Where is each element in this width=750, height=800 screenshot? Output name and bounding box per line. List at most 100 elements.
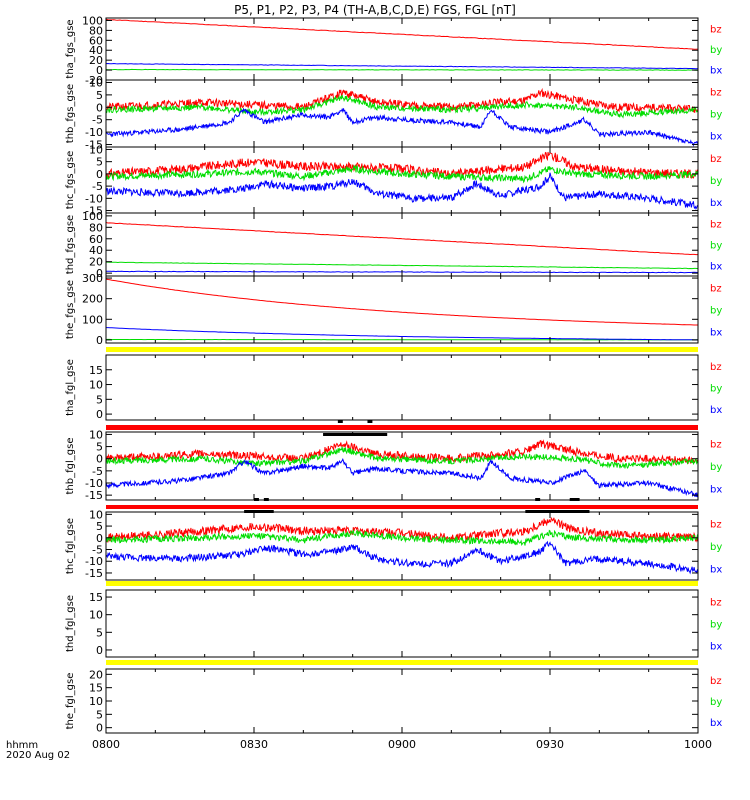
the_fgl_gse-legend-bz: bz [710,676,722,687]
tha_fgs_gse-ytick-label: 60 [89,34,103,47]
thb_fgl_gse-series-bx [106,458,698,498]
thb_fgs_gse-ytick-label: 0 [96,101,103,114]
thd_fgs_gse-ytick-label: 0 [96,267,103,280]
tha_fgs_gse-ytick-label: 80 [89,24,103,37]
thc_fgl_gse-frame [105,511,699,581]
xtick-label: 0800 [92,738,120,751]
panel-thd_fgl_gse: 15 10 5 0 thd_fgl_gse bz by bx [65,589,722,665]
tha_fgs_gse-ytick-label: 40 [89,44,103,57]
thc_fgl_gse-ylabel: thc_fgl_gse [65,518,76,574]
thb_fgl_gse-ytick-label: -5 [92,465,103,478]
thc_fgl_gse-ytick-label: 5 [96,520,103,533]
the_fgs_gse-ytick-label: 200 [82,293,103,306]
thb_fgs_gse-ytick-label: -5 [92,114,103,127]
thb_fgl_gse-mode-mark [254,498,259,501]
thd_fgl_gse-ytick-label: 5 [96,626,103,639]
time-label: hhmm [6,740,38,751]
thb_fgl_gse-mode-mark [535,498,541,501]
tha_fgs_gse-ytick-label: 0 [96,64,103,77]
the_fgl_gse-ylabel: the_fgl_gse [65,673,76,730]
thb_fgl_gse-ylabel: thb_fgl_gse [65,438,76,495]
thb_fgl_gse-mode-mark [263,498,269,501]
thb_fgl_gse-legend-bx: bx [710,484,722,495]
thd_fgl_gse-legend-by: by [710,620,722,631]
thc_fgs_gse-ytick-label: 10 [89,143,103,156]
tha_fgl_gse-mode-mark [323,433,388,436]
thd_fgl_gse-ytick-label: 0 [96,644,103,657]
thd_fgs_gse-ytick-label: 80 [89,221,103,234]
thd_fgs_gse-legend-bx: bx [710,261,722,272]
thc_fgl_gse-ytick-label: -15 [85,567,103,580]
the_fgl_gse-ytick-label: 10 [89,695,103,708]
the_fgs_gse-frame [105,275,699,344]
tha_fgs_gse-ylabel: tha_fgs_gse [65,19,76,78]
thb_fgl_gse-legend-by: by [710,462,722,473]
thc_fgl_gse-mode-mark [244,510,274,513]
tha_fgs_gse-ytick-label: -20 [85,74,103,87]
tha_fgs_gse-series-by [106,68,698,71]
thc_fgs_gse-series-bx [106,172,698,210]
xtick-label: 0900 [388,738,416,751]
thd_fgs_gse-ytick-label: 100 [82,210,103,223]
tha_fgl_gse-legend-bx: bx [710,405,722,416]
thd_fgs_gse-series-by [106,261,698,270]
thb_fgl_gse-flag-bar [106,505,698,509]
thd_fgl_gse-legend-bz: bz [710,597,722,608]
thc_fgs_gse-ytick-label: -10 [85,192,103,205]
thc_fgs_gse-ylabel: thc_fgs_gse [65,151,76,210]
the_fgs_gse-ytick-label: 0 [96,334,103,347]
thd_fgl_gse-ytick-label: 10 [89,609,103,622]
the_fgs_gse-series-bz [106,278,698,326]
thd_fgl_gse-legend-bx: bx [710,642,722,653]
thb_fgs_gse-ylabel: thb_fgs_gse [65,84,76,143]
thc_fgs_gse-ytick-label: -5 [92,180,103,193]
thd_fgs_gse-ytick-label: 20 [89,256,103,269]
thb_fgs_gse-ytick-label: -15 [85,139,103,152]
the_fgs_gse-flag-bar [106,347,698,352]
tha_fgl_gse-ylabel: tha_fgl_gse [65,359,76,416]
xtick-label: 0830 [240,738,268,751]
thd_fgl_gse-ylabel: thd_fgl_gse [65,595,76,652]
thc_fgs_gse-ytick-label: 0 [96,168,103,181]
thc_fgl_gse-series-bz [106,516,698,543]
thc_fgl_gse-mode-mark [525,510,590,513]
tha_fgl_gse-legend-bz: bz [710,362,722,373]
thb_fgs_gse-legend-bx: bx [710,132,722,143]
thc_fgl_gse-flag-bar [106,581,698,586]
thb_fgl_gse-mode-mark [569,498,580,501]
the_fgs_gse-series-bx [106,327,698,341]
tha_fgl_gse-flag-bar [106,425,698,430]
xtick-label: 1000 [684,738,712,751]
thb_fgl_gse-ytick-label: -10 [85,477,103,490]
thd_fgl_gse-flag-bar [106,660,698,665]
thc_fgl_gse-ytick-label: -5 [92,544,103,557]
tha_fgs_gse-ytick-label: 100 [82,14,103,27]
tha_fgl_gse-ytick-label: 0 [96,408,103,421]
thb_fgs_gse-legend-by: by [710,110,722,121]
thb_fgs_gse-ytick-label: -10 [85,126,103,139]
thc_fgs_gse-frame [105,146,699,214]
thd_fgl_gse-frame [105,589,699,658]
the_fgl_gse-legend-by: by [710,697,722,708]
thc_fgs_gse-legend-bz: bz [710,154,722,165]
the_fgl_gse-frame [105,668,699,734]
the_fgs_gse-ytick-label: 100 [82,313,103,326]
the_fgs_gse-legend-bx: bx [710,328,722,339]
thb_fgs_gse-series-bz [106,87,698,114]
thb_fgl_gse-legend-bz: bz [710,440,722,451]
thd_fgs_gse-ytick-label: 60 [89,233,103,246]
tha_fgs_gse-series-bz [106,18,698,50]
thd_fgs_gse-ylabel: thd_fgs_gse [65,215,76,274]
tha_fgl_gse-ytick-label: 5 [96,393,103,406]
the_fgs_gse-legend-bz: bz [710,283,722,294]
the_fgs_gse-ylabel: the_fgs_gse [65,280,76,339]
thd_fgs_gse-series-bz [106,222,698,256]
tha_fgl_gse-mode-mark [367,420,373,423]
